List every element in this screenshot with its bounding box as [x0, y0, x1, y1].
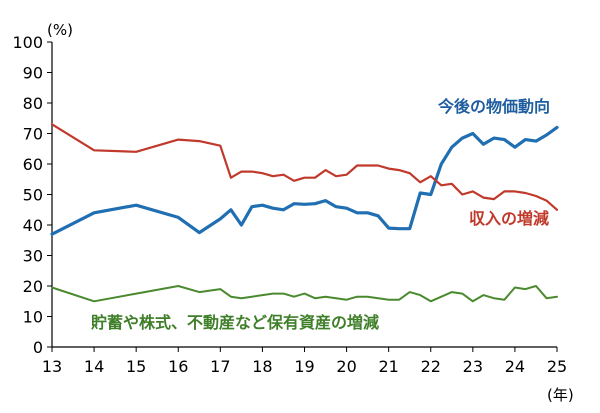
x-tick-label: 25: [547, 357, 567, 376]
x-tick-label: 20: [336, 357, 356, 376]
y-tick-label: 70: [23, 125, 43, 144]
x-axis-ticks: 13 14 15 16 17 18 19 20 21 22 23 24 25: [42, 347, 567, 376]
y-tick-label: 100: [12, 33, 43, 52]
x-axis-unit-label: (年): [547, 386, 574, 404]
x-tick-label: 21: [378, 357, 398, 376]
series-label-assets: 貯蓄や株式、不動産など保有資産の増減: [91, 313, 379, 332]
x-tick-label: 22: [421, 357, 441, 376]
y-tick-label: 0: [33, 338, 43, 357]
x-tick-label: 17: [210, 357, 230, 376]
x-tick-label: 19: [294, 357, 314, 376]
y-tick-label: 50: [23, 186, 43, 205]
series-line-assets: [51, 285, 558, 303]
y-tick-label: 40: [23, 216, 43, 235]
y-tick-label: 80: [23, 94, 43, 113]
y-axis-ticks: 0 10 20 30 40 50 60 70 80 90 100: [12, 33, 52, 357]
y-tick-label: 20: [23, 277, 43, 296]
axes: [51, 42, 557, 348]
series-label-price-outlook: 今後の物価動向: [437, 97, 550, 116]
x-tick-label: 14: [84, 357, 104, 376]
x-tick-label: 15: [126, 357, 146, 376]
x-tick-label: 16: [168, 357, 188, 376]
x-tick-label: 13: [42, 357, 62, 376]
x-tick-label: 18: [252, 357, 272, 376]
y-axis-unit-label: (%): [47, 21, 73, 39]
y-tick-label: 30: [23, 247, 43, 266]
series-line-income: [50, 123, 559, 211]
series-line-price-outlook: [50, 125, 559, 236]
x-tick-label: 23: [463, 357, 483, 376]
y-tick-label: 90: [23, 64, 43, 83]
x-tick-label: 24: [505, 357, 525, 376]
series-label-income: 収入の増減: [469, 209, 549, 228]
y-tick-label: 10: [23, 308, 43, 327]
y-tick-label: 60: [23, 155, 43, 174]
series-lines: [50, 123, 559, 303]
